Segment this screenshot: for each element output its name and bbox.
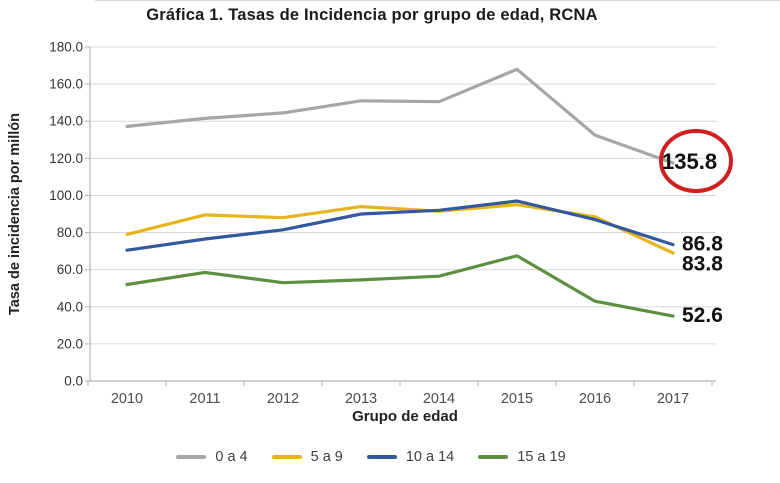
series-line-15-a-19 [125, 254, 675, 318]
x-tick-label: 2014 [423, 391, 455, 407]
y-tick-label: 60.0 [57, 262, 83, 277]
x-tick-label: 2012 [267, 391, 299, 407]
series-end-label-5-a-9: 83.8 [682, 253, 723, 276]
legend-swatch-icon [271, 455, 302, 459]
legend-swatch-icon [366, 455, 397, 459]
y-tick-label: 180.0 [49, 40, 83, 55]
y-tick-label: 140.0 [49, 114, 83, 129]
legend-label: 0 a 4 [215, 449, 248, 465]
legend-label: 15 a 19 [517, 449, 566, 465]
legend-item-0-a-4: 0 a 4 [176, 449, 248, 465]
x-tick-label: 2017 [657, 391, 689, 407]
legend-item-10-a-14: 10 a 14 [366, 449, 455, 465]
top-border-line [95, 0, 780, 1]
series-line-10-a-14 [125, 199, 675, 252]
y-tick-label: 100.0 [49, 188, 83, 203]
legend-item-5-a-9: 5 a 9 [271, 449, 343, 465]
x-tick-label: 2015 [501, 391, 533, 407]
x-axis-title: Grupo de edad [352, 408, 458, 425]
legend-swatch-icon [478, 455, 509, 459]
series-end-label-10-a-14: 86.8 [682, 233, 723, 256]
x-tick-label: 2013 [345, 391, 377, 407]
series-end-label-0-a-4: 135.8 [662, 149, 717, 174]
x-tick-label: 2010 [111, 391, 143, 407]
legend: 0 a 4 5 a 9 10 a 14 15 a 19 [0, 449, 742, 465]
chart-title: Gráfica 1. Tasas de Incidencia por grupo… [146, 6, 598, 24]
legend-label: 10 a 14 [405, 449, 455, 465]
y-tick-label: 40.0 [57, 299, 83, 314]
legend-swatch-icon [176, 455, 207, 459]
y-tick-label: 160.0 [49, 77, 83, 92]
series-end-label-15-a-19: 52.6 [682, 304, 723, 327]
legend-item-15-a-19: 15 a 19 [478, 449, 566, 465]
y-tick-label: 0.0 [64, 374, 83, 389]
plot-area: 0.0 20.0 40.0 60.0 80.0 100.0 120.0 140.0 160.0 1… [49, 40, 733, 407]
series-line-0-a-4 [125, 67, 675, 165]
highlight-circle [659, 128, 733, 193]
legend-label: 5 a 9 [310, 449, 343, 465]
x-tick-label: 2016 [579, 391, 611, 407]
y-tick-label: 120.0 [49, 151, 83, 166]
y-tick-label: 80.0 [57, 225, 83, 240]
x-tick-label: 2011 [189, 391, 220, 407]
series-line-5-a-9 [125, 203, 675, 255]
y-tick-label: 20.0 [57, 336, 83, 351]
